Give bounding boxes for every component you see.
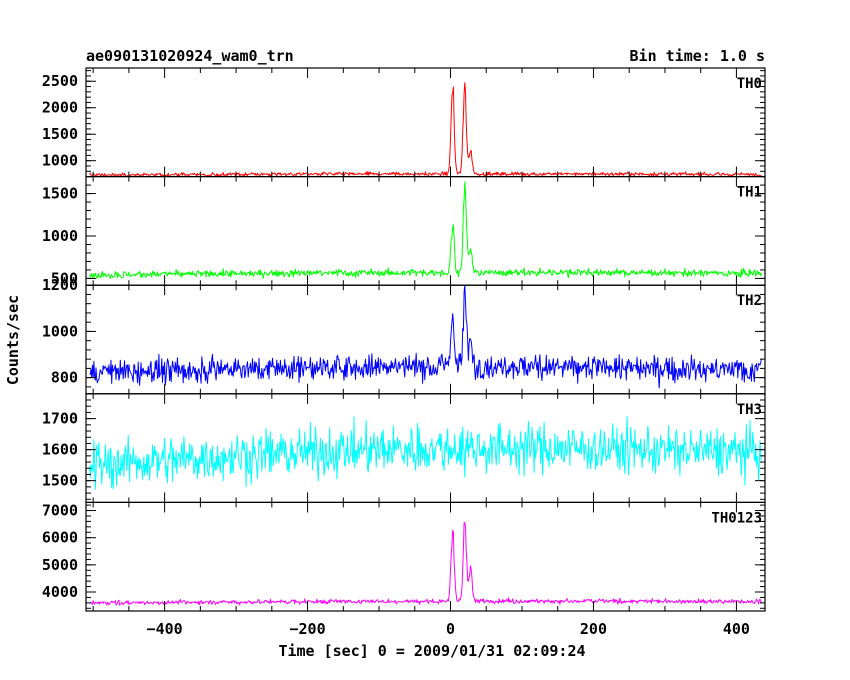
- y-tick-label: 1000: [42, 227, 78, 245]
- series-th3: [89, 416, 762, 490]
- y-tick-label: 1500: [42, 125, 78, 143]
- series-th1: [89, 181, 762, 280]
- y-tick-label: 1500: [42, 185, 78, 203]
- panel-label-th1: TH1: [737, 185, 762, 201]
- panel-frame-th0123: [85, 501, 766, 612]
- x-tick-label: 200: [580, 620, 607, 638]
- x-tick-label: 0: [446, 620, 455, 638]
- panel-frame-th1: [85, 176, 766, 286]
- y-tick-label: 5000: [42, 556, 78, 574]
- x-tick-label: −400: [147, 620, 183, 638]
- panel-th0: 1000 1500 2000 2500 TH0: [42, 67, 766, 178]
- series-th0123: [89, 522, 762, 606]
- x-axis-label: Time [sec] 0 = 2009/01/31 02:09:24: [278, 642, 585, 660]
- y-tick-label: 4000: [42, 583, 78, 601]
- y-tick-label: 2000: [42, 99, 78, 117]
- panel-frame-th0: [85, 67, 766, 178]
- y-tick-label: 800: [51, 369, 78, 387]
- y-tick-label: 1000: [42, 322, 78, 340]
- x-tick-label: −200: [290, 620, 326, 638]
- y-tick-label: 1600: [42, 441, 78, 459]
- y-tick-label: 6000: [42, 529, 78, 547]
- y-tick-label: 7000: [42, 502, 78, 520]
- chart-title: ae090131020924_wam0_trn: [86, 47, 294, 65]
- y-tick-label: 1500: [42, 472, 78, 490]
- series-th2: [89, 284, 762, 389]
- y-tick-label: 1700: [42, 410, 78, 428]
- y-tick-label: 1200: [42, 276, 78, 294]
- panel-th3: 1500 1600 1700 TH3: [42, 393, 766, 503]
- panel-frame-th2: [85, 284, 766, 395]
- y-axis-label: Counts/sec: [4, 295, 22, 385]
- y-tick-label: 500: [51, 269, 78, 287]
- panel-label-th0123: TH0123: [711, 510, 762, 526]
- panel-label-th2: TH2: [737, 293, 762, 309]
- series-th0: [89, 82, 762, 178]
- bin-time-label: Bin time: 1.0 s: [630, 47, 765, 65]
- y-tick-label: 2500: [42, 72, 78, 90]
- panel-th0123: 4000 5000 6000 7000 TH0123: [42, 501, 766, 612]
- panel-label-th3: TH3: [737, 402, 762, 418]
- y-tick-label: 1000: [42, 152, 78, 170]
- x-tick-label: 400: [723, 620, 750, 638]
- panel-th2: 800 1000 1200 TH2: [42, 276, 766, 395]
- panel-th1: 500 1000 1500 TH1: [42, 176, 766, 287]
- panel-label-th0: TH0: [737, 76, 762, 92]
